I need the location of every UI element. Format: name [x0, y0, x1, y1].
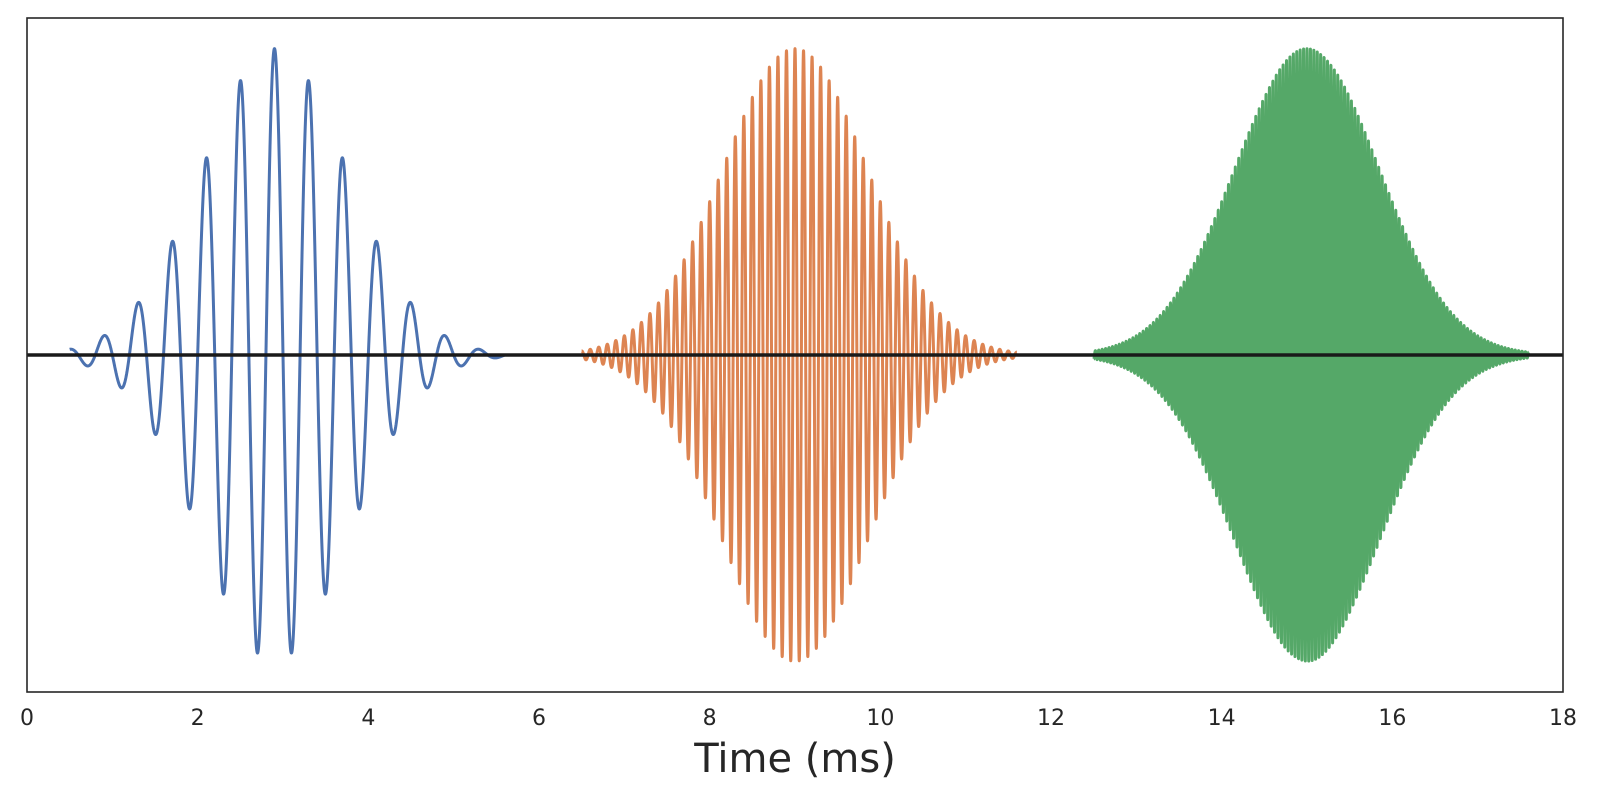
x-tick-label: 6	[532, 706, 546, 731]
x-tick-label: 18	[1549, 706, 1577, 731]
x-tick-label: 12	[1037, 706, 1065, 731]
plot-frame	[26, 17, 1564, 693]
x-tick-label: 14	[1208, 706, 1236, 731]
plot-area	[26, 17, 1564, 693]
x-axis-ticks: 0 2 4 6 8 10 12 14 16 18	[20, 706, 1577, 731]
series-line-low-frequency	[68, 47, 507, 655]
x-axis-label: Time (ms)	[693, 736, 896, 782]
x-tick-label: 0	[20, 706, 34, 731]
series-line-mid-frequency	[580, 47, 1019, 663]
x-tick-label: 8	[703, 706, 717, 731]
x-tick-label: 2	[191, 706, 205, 731]
x-tick-label: 16	[1378, 706, 1406, 731]
x-tick-label: 4	[361, 706, 375, 731]
x-tick-label: 10	[866, 706, 894, 731]
